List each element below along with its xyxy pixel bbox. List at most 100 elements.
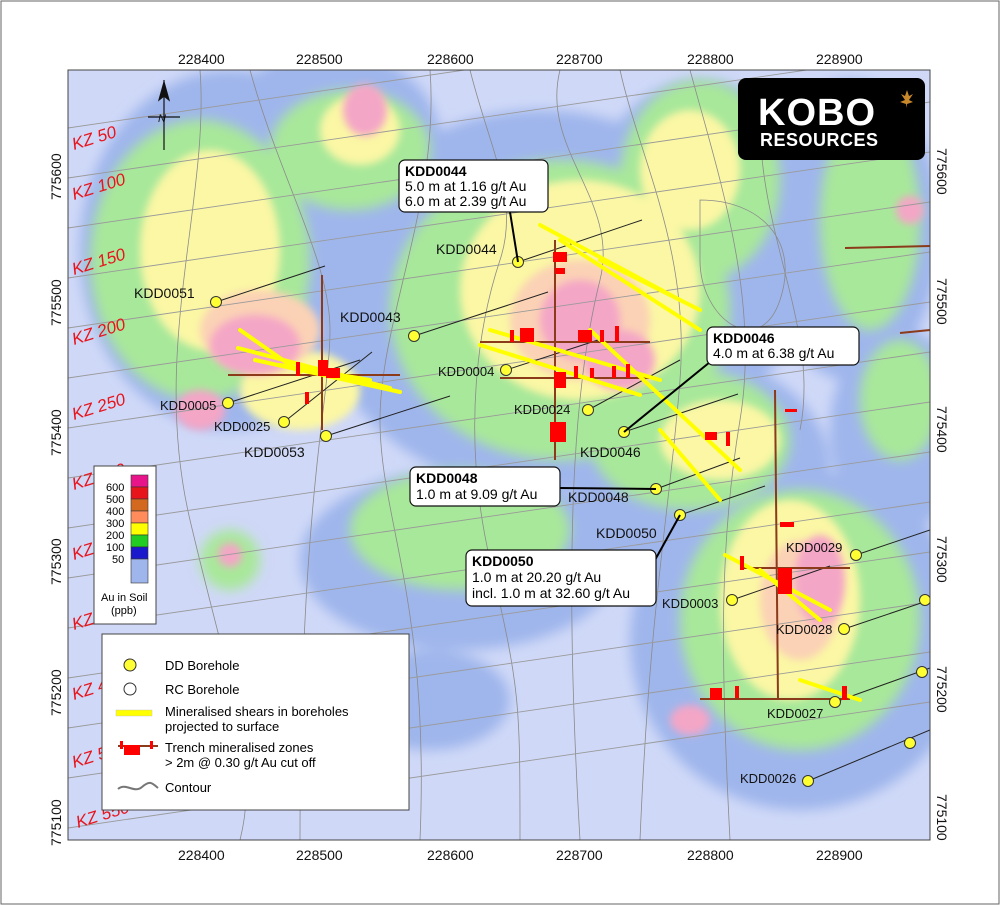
x-axis-top: 228400 228500 228600 228700 228800 22890… <box>178 51 863 67</box>
callout-title: KDD0050 <box>472 553 534 569</box>
legend-trench-1: Trench mineralised zones <box>165 740 314 755</box>
borehole-kdd0003[interactable] <box>726 594 738 606</box>
borehole-kdd0024[interactable] <box>582 404 594 416</box>
svg-text:N: N <box>158 113 166 125</box>
borehole-label: KDD0028 <box>776 622 832 637</box>
x-tick-label: 228900 <box>816 847 863 863</box>
x-tick-label: 228800 <box>687 51 734 67</box>
callout-line: 5.0 m at 1.16 g/t Au <box>405 178 526 194</box>
trench-symbol-icon <box>118 741 158 755</box>
borehole-kdd0026[interactable] <box>802 775 814 787</box>
x-axis-bottom: 228400 228500 228600 228700 228800 22890… <box>178 847 863 863</box>
north-arrow-icon: N <box>148 79 180 150</box>
y-tick-label: 775200 <box>48 669 64 716</box>
x-tick-label: 228600 <box>427 51 474 67</box>
scale-value: 100 <box>106 542 124 554</box>
borehole-labels: KDD0044 KDD0051 KDD0043 KDD0004 KDD0024 … <box>134 241 842 786</box>
x-tick-label: 228600 <box>427 847 474 863</box>
logo-wordmark: KOBO <box>758 92 876 134</box>
borehole-label: KDD0044 <box>436 241 497 257</box>
borehole-label: KDD0027 <box>767 706 823 721</box>
callout-title: KDD0048 <box>416 470 478 486</box>
rc-borehole-symbol-icon <box>123 682 137 696</box>
y-tick-label: 775600 <box>934 148 950 195</box>
leaf-icon <box>900 90 913 108</box>
y-tick-label: 775600 <box>48 153 64 200</box>
callout-line: 6.0 m at 2.39 g/t Au <box>405 193 526 209</box>
logo-subtitle: RESOURCES <box>760 130 879 150</box>
legend-dd: DD Borehole <box>165 658 239 673</box>
borehole-extra-1[interactable] <box>919 594 931 606</box>
scale-value: 600 <box>106 482 124 494</box>
borehole-label: KDD0053 <box>244 444 305 460</box>
callout-line: 1.0 m at 20.20 g/t Au <box>472 569 601 585</box>
legend-contour: Contour <box>165 780 212 795</box>
y-tick-label: 775400 <box>48 409 64 456</box>
borehole-label: KDD0025 <box>214 419 270 434</box>
x-tick-label: 228500 <box>296 847 343 863</box>
borehole-label: KDD0048 <box>568 489 629 505</box>
y-tick-label: 775500 <box>934 278 950 325</box>
x-tick-label: 228800 <box>687 847 734 863</box>
legend-rc: RC Borehole <box>165 682 239 697</box>
borehole-label: KDD0003 <box>662 596 718 611</box>
callout-line: incl. 1.0 m at 32.60 g/t Au <box>472 585 630 601</box>
borehole-label: KDD0046 <box>580 444 641 460</box>
x-tick-label: 228400 <box>178 51 225 67</box>
borehole-kdd0029[interactable] <box>850 549 862 561</box>
callout-kdd0044: KDD0044 5.0 m at 1.16 g/t Au 6.0 m at 2.… <box>398 159 549 213</box>
drill-traces <box>215 219 930 782</box>
legend-shear-1: Mineralised shears in boreholes <box>165 704 349 719</box>
contour-symbol-icon <box>117 781 159 791</box>
callout-title: KDD0044 <box>405 163 467 179</box>
borehole-label: KDD0026 <box>740 771 796 786</box>
y-tick-label: 775100 <box>934 794 950 841</box>
callout-kdd0048: KDD0048 1.0 m at 9.09 g/t Au <box>409 466 561 507</box>
shear-symbol-icon <box>115 709 153 717</box>
callout-title: KDD0046 <box>713 330 775 346</box>
scale-title: Au in Soil <box>101 592 147 604</box>
trench-lines <box>228 240 930 701</box>
borehole-kdd0027[interactable] <box>829 696 841 708</box>
kobo-logo: KOBO RESOURCES <box>738 78 925 160</box>
borehole-extra-3[interactable] <box>904 737 916 749</box>
callout-line: 4.0 m at 6.38 g/t Au <box>713 345 834 361</box>
y-tick-label: 775500 <box>48 279 64 326</box>
map-legend: DD Borehole RC Borehole Mineralised shea… <box>101 633 410 811</box>
borehole-kdd0053[interactable] <box>320 430 332 442</box>
color-scale: 600 500 400 300 200 100 50 Au in Soil (p… <box>93 465 157 625</box>
x-tick-label: 228700 <box>556 51 603 67</box>
borehole-kdd0004[interactable] <box>500 364 512 376</box>
x-tick-label: 228900 <box>816 51 863 67</box>
borehole-label: KDD0051 <box>134 285 195 301</box>
x-tick-label: 228400 <box>178 847 225 863</box>
borehole-label: KDD0050 <box>596 525 657 541</box>
scale-value: 300 <box>106 518 124 530</box>
borehole-kdd0025[interactable] <box>278 416 290 428</box>
scale-value: 500 <box>106 494 124 506</box>
y-tick-label: 775300 <box>934 536 950 583</box>
y-tick-label: 775100 <box>48 799 64 846</box>
borehole-kdd0043[interactable] <box>408 330 420 342</box>
y-axis-left: 775600 775500 775400 775300 775200 77510… <box>48 153 64 846</box>
borehole-kdd0028[interactable] <box>838 623 850 635</box>
borehole-label: KDD0005 <box>160 398 216 413</box>
legend-shear-2: projected to surface <box>165 719 279 734</box>
borehole-label: KDD0004 <box>438 364 494 379</box>
scale-unit: (ppb) <box>111 605 137 617</box>
callout-leaders <box>509 211 711 561</box>
callout-kdd0046: KDD0046 4.0 m at 6.38 g/t Au <box>706 326 860 366</box>
borehole-label: KDD0024 <box>514 402 570 417</box>
x-tick-label: 228700 <box>556 847 603 863</box>
legend-trench-2: > 2m @ 0.30 g/t Au cut off <box>165 755 316 770</box>
y-axis-right: 775600 775500 775400 775300 775200 77510… <box>934 148 950 841</box>
y-tick-label: 775300 <box>48 538 64 585</box>
borehole-extra-2[interactable] <box>916 666 928 678</box>
callout-kdd0050: KDD0050 1.0 m at 20.20 g/t Au incl. 1.0 … <box>465 549 657 607</box>
borehole-label: KDD0043 <box>340 309 401 325</box>
borehole-kdd0051[interactable] <box>210 296 222 308</box>
borehole-kdd0005[interactable] <box>222 397 234 409</box>
x-tick-label: 228500 <box>296 51 343 67</box>
y-tick-label: 775200 <box>934 666 950 713</box>
scale-value: 50 <box>112 554 124 566</box>
